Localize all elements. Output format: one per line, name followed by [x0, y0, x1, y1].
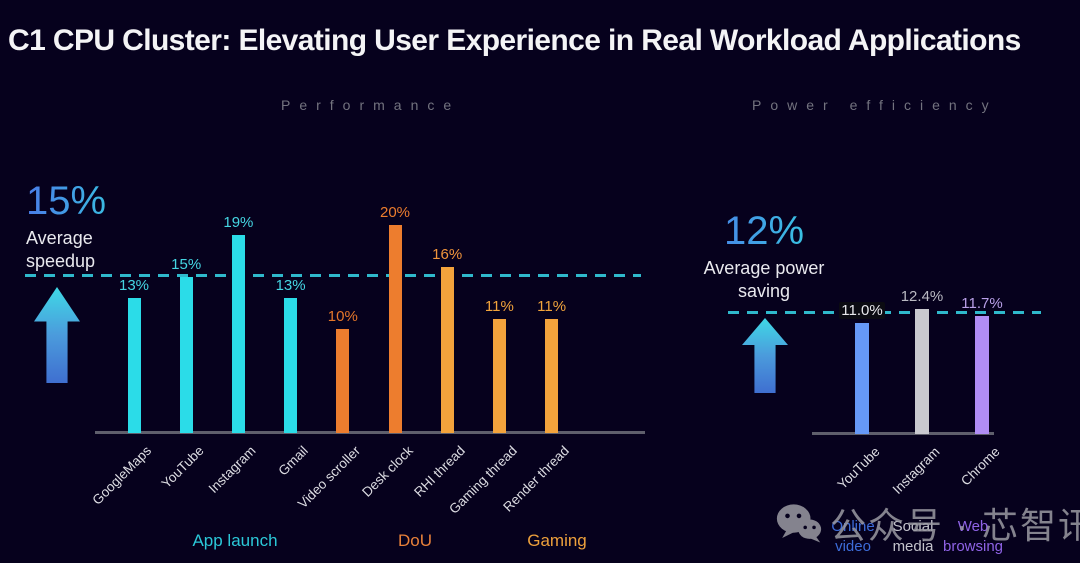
value-label: 13%	[118, 277, 150, 294]
up-arrow-icon	[742, 318, 788, 393]
watermark: 公众号 · 芯智讯	[776, 497, 1080, 549]
category-label: YouTube	[158, 443, 207, 492]
value-label: 16%	[432, 246, 463, 263]
bar-youtube	[179, 277, 193, 433]
value-label: 20%	[379, 204, 411, 221]
average-speedup-value: 15%	[26, 180, 134, 222]
bar-instagram	[231, 235, 245, 433]
average-reference-line	[728, 311, 1041, 314]
category-label: Gmail	[275, 443, 312, 479]
value-label: 10%	[327, 308, 358, 325]
category-label: Instagram	[889, 444, 943, 498]
up-arrow-icon	[34, 287, 80, 383]
category-label: Video scroller	[295, 443, 364, 512]
value-label: 11.7%	[961, 295, 1003, 312]
x-axis	[812, 432, 994, 435]
performance-section-title: Performance	[281, 97, 461, 113]
category-label: Instagram	[205, 443, 260, 497]
category-label: RHI thread	[411, 443, 468, 500]
bar-gaming-thread	[492, 319, 506, 433]
category-label: Gaming thread	[446, 443, 521, 517]
group-label-dou: DoU	[397, 531, 432, 550]
bar-youtube	[855, 323, 869, 434]
value-label: 11%	[484, 298, 514, 315]
category-label: YouTube	[834, 444, 883, 493]
bar-gmail	[284, 298, 298, 433]
bar-rhi-thread	[440, 267, 454, 433]
wechat-icon	[776, 504, 822, 543]
group-label-gaming: Gaming	[527, 531, 587, 550]
average-power-saving-annotation: 12% Average power saving	[700, 210, 828, 303]
value-label: 13%	[275, 277, 306, 294]
watermark-text: 公众号 · 芯智讯	[830, 505, 1080, 546]
slide-title: C1 CPU Cluster: Elevating User Experienc…	[8, 24, 1021, 58]
bar-chrome	[975, 316, 989, 434]
value-label: 12.4%	[900, 288, 944, 305]
bar-desk-clock	[388, 225, 402, 433]
average-reference-line	[25, 274, 641, 277]
bar-googlemaps	[127, 298, 141, 433]
category-label: Chrome	[958, 444, 1003, 489]
category-label: GoogleMaps	[89, 443, 155, 508]
value-label: 15%	[171, 256, 202, 273]
average-speedup-label: Average speedup	[26, 228, 96, 272]
value-label: 11%	[537, 298, 567, 315]
x-axis	[95, 431, 645, 434]
bar-video-scroller	[336, 329, 350, 433]
average-speedup-annotation: 15% Average speedup	[26, 180, 134, 273]
average-power-saving-value: 12%	[700, 210, 828, 252]
value-label: 19%	[223, 214, 254, 231]
bar-render-thread	[545, 319, 559, 433]
average-power-saving-label: Average power saving	[703, 258, 825, 302]
category-label: Render thread	[500, 443, 573, 515]
group-label-app-launch: App launch	[192, 531, 278, 550]
bar-instagram	[915, 309, 929, 434]
category-label: Desk clock	[358, 443, 416, 500]
power-efficiency-section-title: Power efficiency	[752, 97, 998, 113]
